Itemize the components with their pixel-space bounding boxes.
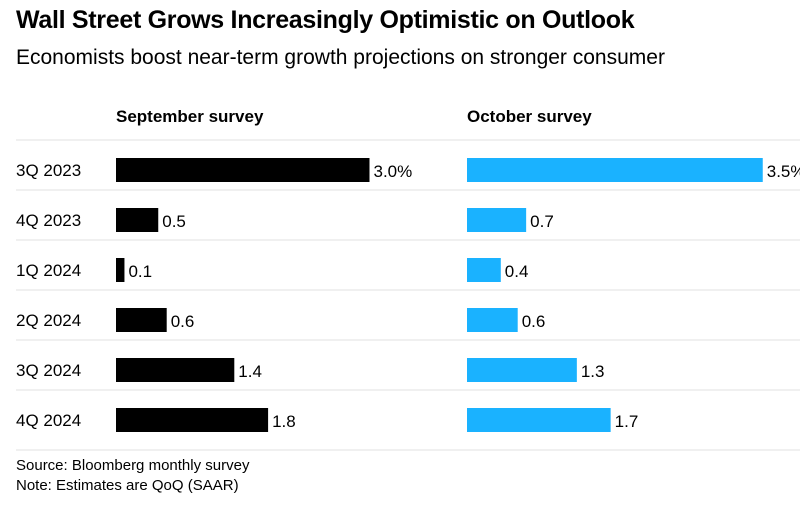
october-bar-0	[467, 158, 763, 182]
october-value-label-5: 1.7	[615, 412, 639, 431]
september-bar-4	[116, 358, 235, 382]
category-label-4q-2024: 4Q 2024	[16, 411, 81, 430]
category-label-4q-2023: 4Q 2023	[16, 211, 81, 230]
chart-subtitle: Economists boost near-term growth projec…	[16, 46, 665, 69]
source-note: Source: Bloomberg monthly survey	[16, 457, 250, 474]
category-label-3q-2023: 3Q 2023	[16, 161, 81, 180]
category-label-1q-2024: 1Q 2024	[16, 261, 81, 280]
september-bar-5	[116, 408, 269, 432]
october-survey-header: October survey	[467, 107, 592, 126]
september-survey-header: September survey	[116, 107, 264, 126]
september-bar-1	[116, 208, 159, 232]
september-value-label-4: 1.4	[238, 362, 262, 381]
september-value-label-3: 0.6	[171, 312, 195, 331]
october-value-label-2: 0.4	[505, 262, 529, 281]
september-bar-2	[116, 258, 125, 282]
chart-title: Wall Street Grows Increasingly Optimisti…	[16, 6, 635, 34]
category-label-3q-2024: 3Q 2024	[16, 361, 81, 380]
october-bar-5	[467, 408, 611, 432]
october-value-label-3: 0.6	[522, 312, 546, 331]
september-value-label-1: 0.5	[162, 212, 186, 231]
october-value-label-0: 3.5%	[767, 162, 800, 181]
october-bar-3	[467, 308, 518, 332]
september-bar-0	[116, 158, 370, 182]
september-value-label-2: 0.1	[128, 262, 152, 281]
estimate-note: Note: Estimates are QoQ (SAAR)	[16, 477, 239, 494]
october-value-label-1: 0.7	[530, 212, 554, 231]
october-bar-4	[467, 358, 577, 382]
category-label-2q-2024: 2Q 2024	[16, 311, 81, 330]
october-bar-2	[467, 258, 501, 282]
october-value-label-4: 1.3	[581, 362, 605, 381]
september-value-label-0: 3.0%	[374, 162, 413, 181]
september-value-label-5: 1.8	[272, 412, 296, 431]
september-bar-3	[116, 308, 167, 332]
october-bar-1	[467, 208, 527, 232]
